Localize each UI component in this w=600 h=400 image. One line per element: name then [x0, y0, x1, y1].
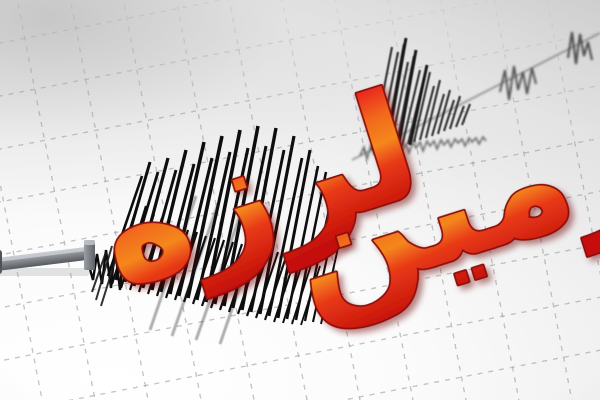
stylus-tip-bracket — [84, 240, 95, 270]
stylus-shadow — [0, 268, 90, 276]
stylus-mount-block — [0, 250, 2, 274]
stylus-shaft — [0, 246, 94, 272]
